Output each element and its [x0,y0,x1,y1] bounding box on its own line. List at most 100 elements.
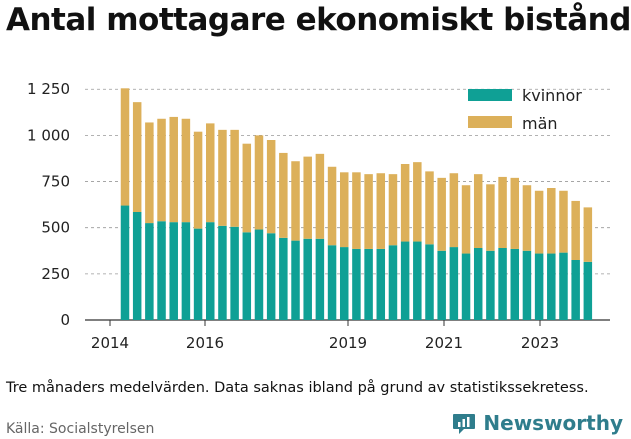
bar-kvinnor [206,222,215,320]
bar-chart: 0 250 500 750 1 000 1 250 2014 2016 2019 2021 202… [27,80,610,352]
bar-kvinnor [266,233,276,320]
bar-kvinnor [218,225,227,320]
bar-kvinnor [583,261,593,320]
brand-name: Newsworthy [483,411,623,435]
legend-label-man: män [522,114,558,133]
chart-title: Antal mottagare ekonomiskt bistånd [6,2,631,38]
bar-man [242,143,252,233]
bar-kvinnor [230,226,239,320]
bar-kvinnor [559,252,568,320]
bar-man [315,153,325,239]
bar-kvinnor [486,250,495,320]
x-axis: 2014 2016 2019 2021 2023 [91,320,559,352]
legend: kvinnor män [468,86,582,133]
bar-kvinnor [534,253,544,320]
bar-man [303,156,312,239]
x-tick-label: 2021 [425,334,463,352]
bar-kvinnor [461,253,471,320]
bar-kvinnor [413,241,422,320]
bar-man [486,184,495,251]
bar-kvinnor [169,222,178,320]
y-tick-label: 250 [41,265,70,283]
bar-man [206,123,215,223]
bar-kvinnor [400,241,410,320]
bar-man [352,172,361,249]
bar-man [413,162,422,242]
bar-kvinnor [132,212,142,320]
y-tick-label: 0 [60,311,70,329]
bar-kvinnor [498,248,507,320]
y-tick-label: 750 [41,173,70,191]
bar-man [169,116,178,223]
x-tick-label: 2016 [186,334,224,352]
bar-kvinnor [193,228,203,320]
bar-man [547,188,556,254]
bar-man [559,190,568,253]
bar-kvinnor [571,260,580,320]
x-tick-label: 2023 [521,334,559,352]
bar-kvinnor [522,250,532,320]
bar-man [437,177,446,251]
bar-man [218,129,227,226]
bar-man [132,102,142,212]
bar-kvinnor [352,248,361,320]
bar-kvinnor [291,240,300,320]
bar-man [327,166,337,246]
bar-kvinnor [547,253,556,320]
bar-kvinnor [327,245,337,320]
bar-kvinnor [339,247,349,320]
bar-man [400,164,410,242]
bar-man [291,161,300,241]
bar-kvinnor [437,250,446,320]
bar-kvinnor [364,248,373,320]
brand[interactable]: Newsworthy [451,410,623,436]
bar-man [339,172,349,248]
bars [120,88,593,320]
bar-kvinnor [279,237,288,320]
chart-note: Tre månaders medelvärden. Data saknas ib… [6,380,589,396]
y-tick-label: 1 000 [27,126,70,144]
bar-man [571,200,580,260]
bar-kvinnor [473,248,483,320]
y-axis: 0 250 500 750 1 000 1 250 [27,80,70,329]
bar-man [279,152,288,238]
bar-man [230,129,239,227]
legend-label-kvinnor: kvinnor [522,86,582,105]
bar-man [157,118,166,222]
bar-man [461,185,471,254]
bar-kvinnor [376,248,386,320]
bar-kvinnor [315,238,325,320]
bar-kvinnor [449,247,459,320]
bar-kvinnor [181,222,191,320]
legend-swatch-kvinnor [468,89,512,101]
bar-man [120,88,130,206]
bar-man [473,174,483,248]
bar-man [364,174,373,249]
bar-man [498,176,507,248]
bar-man [425,171,434,245]
bar-kvinnor [145,223,154,320]
newsworthy-logo-icon [453,414,476,434]
bar-man [145,122,154,224]
source-text: Källa: Socialstyrelsen [6,421,155,437]
x-tick-label: 2014 [91,334,129,352]
bar-kvinnor [388,245,398,320]
bar-man [510,177,520,249]
bar-man [522,185,532,251]
bar-kvinnor [242,232,252,320]
legend-swatch-man [468,116,512,128]
bar-man [193,131,203,229]
bar-kvinnor [157,221,166,320]
bar-kvinnor [303,238,312,320]
bar-man [376,173,386,249]
bar-kvinnor [254,229,264,320]
bar-man [181,118,191,223]
bar-man [266,140,276,234]
bar-man [583,207,593,262]
y-tick-label: 500 [41,219,70,237]
x-tick-label: 2019 [329,334,367,352]
bar-man [449,173,459,248]
bar-kvinnor [510,248,520,320]
y-tick-label: 1 250 [27,80,70,98]
bar-kvinnor [120,205,130,320]
